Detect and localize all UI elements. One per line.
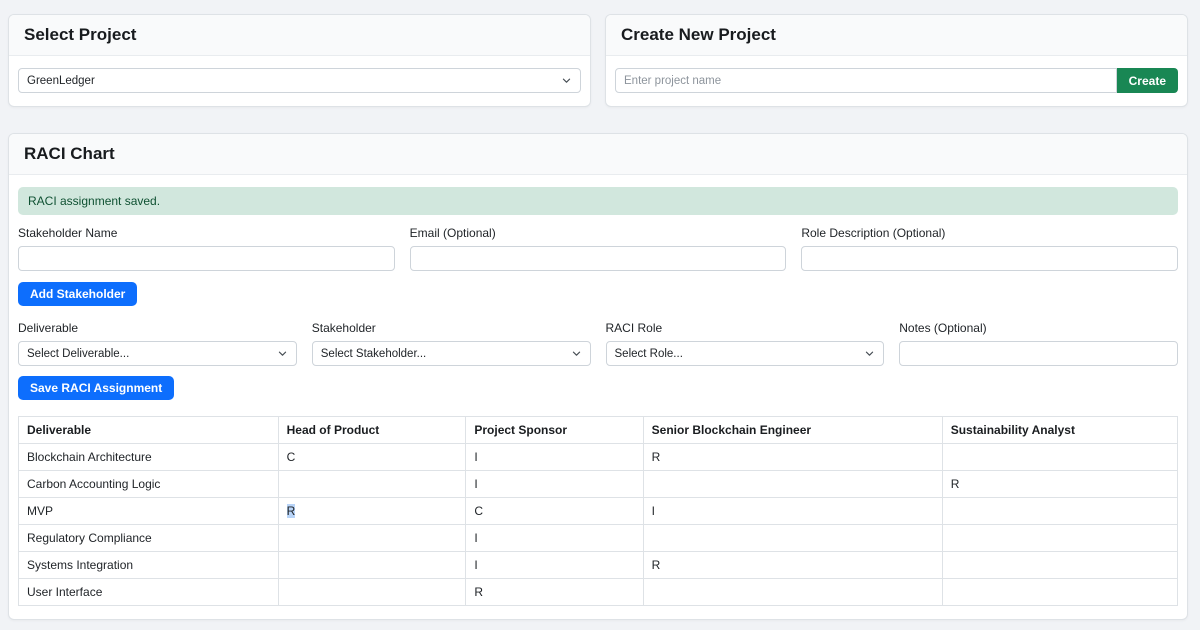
raci-role-select-value: Select Role... <box>614 347 683 360</box>
save-raci-assignment-button[interactable]: Save RACI Assignment <box>18 376 175 400</box>
email-input[interactable] <box>409 246 787 271</box>
column-header: Senior Blockchain Engineer <box>642 416 943 444</box>
raci-chart-body: RACI assignment saved. Stakeholder Name … <box>9 175 1187 619</box>
table-row: User Interface R <box>18 578 1179 606</box>
create-project-title: Create New Project <box>606 15 1187 56</box>
raci-role-cell: R <box>941 470 1179 498</box>
create-project-card: Create New Project Create <box>605 14 1188 107</box>
deliverable-field-group: Deliverable Select Deliverable... <box>18 321 297 366</box>
deliverable-cell: Regulatory Compliance <box>18 524 279 552</box>
deliverable-label: Deliverable <box>18 321 79 335</box>
raci-table: Deliverable Head of Product Project Sponso… <box>18 416 1179 606</box>
raci-role-cell <box>941 443 1179 471</box>
chevron-down-icon <box>864 348 875 359</box>
raci-role-cell <box>941 524 1179 552</box>
stakeholder-field-group: Stakeholder Select Stakeholder... <box>311 321 591 366</box>
raci-role-label: RACI Role <box>605 321 663 335</box>
stakeholder-select-value: Select Stakeholder... <box>320 347 427 360</box>
table-row: Blockchain Architecture C I R <box>18 443 1179 471</box>
deliverable-cell: Blockchain Architecture <box>18 443 279 471</box>
email-label: Email (Optional) <box>409 226 496 240</box>
stakeholder-label: Stakeholder <box>311 321 376 335</box>
deliverable-cell: User Interface <box>18 578 279 606</box>
raci-role-cell: R <box>465 578 644 606</box>
notes-input[interactable] <box>899 341 1178 366</box>
notes-field-group: Notes (Optional) <box>899 321 1178 366</box>
deliverable-select-value: Select Deliverable... <box>27 347 130 360</box>
raci-role-cell <box>941 551 1179 579</box>
chevron-down-icon <box>277 348 288 359</box>
raci-chart-card: RACI Chart RACI assignment saved. Stakeh… <box>8 133 1188 620</box>
stakeholder-select[interactable]: Select Stakeholder... <box>311 341 591 366</box>
select-project-title: Select Project <box>9 15 590 56</box>
raci-role-cell <box>277 551 467 579</box>
chevron-down-icon <box>561 75 572 86</box>
raci-role-cell <box>277 578 467 606</box>
raci-chart-title: RACI Chart <box>9 134 1187 175</box>
raci-role-cell <box>277 524 467 552</box>
email-field-group: Email (Optional) <box>409 226 787 271</box>
stakeholder-form-row: Stakeholder Name Email (Optional) Role D… <box>18 226 1179 271</box>
raci-role-cell <box>642 524 943 552</box>
raci-role-cell: I <box>642 497 943 525</box>
table-row: Regulatory Compliance I <box>18 524 1179 552</box>
stakeholder-name-label: Stakeholder Name <box>18 226 118 240</box>
raci-role-cell: R <box>277 497 467 525</box>
create-button[interactable]: Create <box>1116 68 1178 93</box>
raci-role-cell: I <box>465 551 644 579</box>
raci-role-cell: I <box>465 524 644 552</box>
role-description-label: Role Description (Optional) <box>801 226 946 240</box>
create-project-body: Create <box>606 56 1187 106</box>
project-select-value: GreenLedger <box>27 74 95 87</box>
table-row: MVP R C I <box>18 497 1179 525</box>
project-select[interactable]: GreenLedger <box>18 68 581 93</box>
raci-role-cell: C <box>465 497 644 525</box>
deliverable-select[interactable]: Select Deliverable... <box>18 341 297 366</box>
column-header: Deliverable <box>18 416 279 444</box>
add-stakeholder-button[interactable]: Add Stakeholder <box>18 282 138 306</box>
stakeholder-name-field-group: Stakeholder Name <box>18 226 395 271</box>
column-header: Head of Product <box>277 416 467 444</box>
notes-label: Notes (Optional) <box>899 321 987 335</box>
raci-role-cell <box>642 470 943 498</box>
raci-role-cell: I <box>465 443 644 471</box>
raci-role-cell <box>941 578 1179 606</box>
role-description-input[interactable] <box>801 246 1179 271</box>
raci-role-cell: R <box>642 551 943 579</box>
table-header-row: Deliverable Head of Product Project Sponso… <box>18 416 1179 444</box>
deliverable-cell: Systems Integration <box>18 551 279 579</box>
success-alert: RACI assignment saved. <box>18 187 1178 215</box>
raci-role-cell <box>642 578 943 606</box>
select-project-card: Select Project GreenLedger <box>8 14 591 107</box>
raci-role-cell: I <box>465 470 644 498</box>
raci-role-cell: C <box>277 443 467 471</box>
raci-role-cell: R <box>642 443 943 471</box>
deliverable-cell: Carbon Accounting Logic <box>18 470 279 498</box>
table-row: Carbon Accounting Logic I R <box>18 470 1179 498</box>
assignment-form-row: Deliverable Select Deliverable... Stakeh… <box>18 321 1178 366</box>
stakeholder-name-input[interactable] <box>18 246 395 271</box>
deliverable-cell: MVP <box>18 497 279 525</box>
top-row: Select Project GreenLedger Create New Pr… <box>8 14 1188 107</box>
column-header: Project Sponsor <box>465 416 644 444</box>
project-name-input[interactable] <box>615 68 1117 93</box>
create-project-input-group: Create <box>615 68 1178 93</box>
chevron-down-icon <box>571 348 582 359</box>
raci-role-select[interactable]: Select Role... <box>605 341 885 366</box>
raci-table-body: Blockchain Architecture C I R Carbon Account… <box>18 443 1179 606</box>
role-description-field-group: Role Description (Optional) <box>801 226 1179 271</box>
raci-role-field-group: RACI Role Select Role... <box>605 321 885 366</box>
select-project-body: GreenLedger <box>9 56 590 106</box>
raci-role-cell <box>941 497 1179 525</box>
raci-table-head: Deliverable Head of Product Project Sponso… <box>18 416 1179 444</box>
column-header: Sustainability Analyst <box>941 416 1179 444</box>
raci-role-cell <box>277 470 467 498</box>
table-row: Systems Integration I R <box>18 551 1179 579</box>
